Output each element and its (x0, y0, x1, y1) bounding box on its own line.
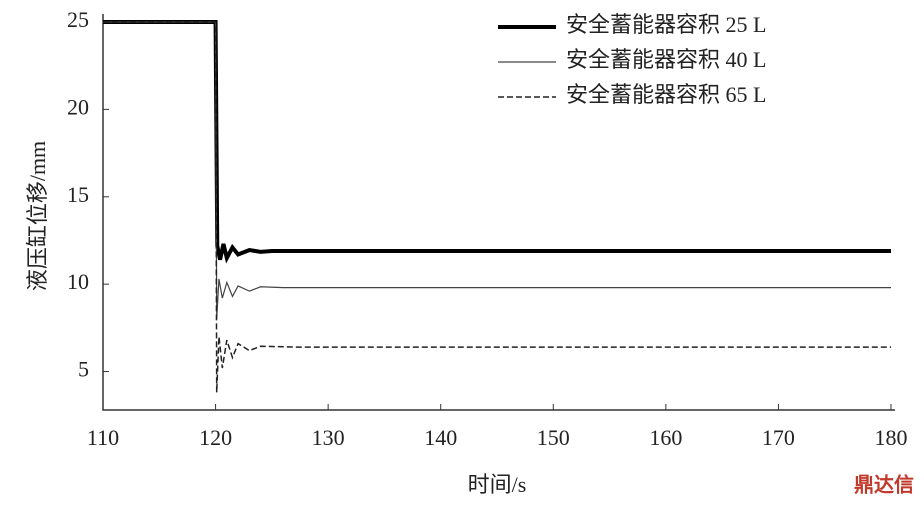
x-tick-label: 110 (87, 425, 119, 450)
watermark: 鼎达信 (854, 473, 914, 497)
y-tick-label: 15 (67, 182, 89, 207)
legend-label: 安全蓄能器容积 40 L (566, 47, 766, 72)
y-tick-label: 20 (67, 94, 89, 119)
y-tick-label: 5 (78, 357, 89, 382)
legend-label: 安全蓄能器容积 25 L (566, 12, 766, 37)
y-tick-label: 10 (67, 269, 89, 294)
x-tick-label: 160 (649, 425, 682, 450)
x-tick-label: 150 (537, 425, 570, 450)
series-line (103, 21, 891, 320)
series-line (103, 20, 891, 264)
legend-label: 安全蓄能器容积 65 L (566, 82, 766, 107)
series-line (103, 21, 891, 393)
x-tick-label: 130 (312, 425, 345, 450)
y-tick-label: 25 (67, 7, 89, 32)
x-tick-label: 120 (199, 425, 232, 450)
axis-frame (102, 14, 895, 411)
x-axis-label: 时间/s (468, 472, 527, 497)
x-tick-label: 170 (762, 425, 795, 450)
x-tick-label: 140 (424, 425, 457, 450)
y-axis-label: 液压缸位移/mm (25, 141, 50, 291)
x-tick-label: 180 (875, 425, 908, 450)
